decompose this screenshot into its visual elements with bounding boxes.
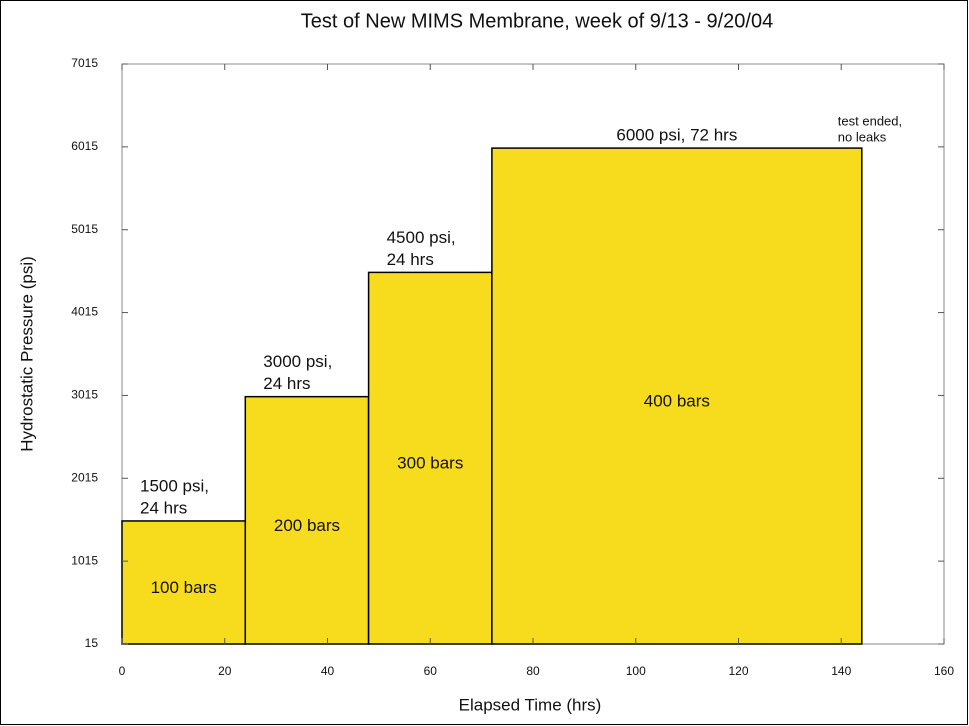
x-tick-label: 160: [934, 664, 954, 678]
bar-inner-label: 200 bars: [274, 516, 340, 535]
bar-inner-label: 400 bars: [644, 392, 710, 411]
y-tick-label: 5015: [71, 222, 98, 236]
bar: [491, 147, 863, 645]
y-axis-label: Hydrostatic Pressure (psi): [17, 256, 36, 452]
y-tick-label: 3015: [71, 388, 98, 402]
x-tick-label: 80: [526, 664, 540, 678]
x-axis-label: Elapsed Time (hrs): [459, 695, 602, 714]
x-tick-label: 60: [424, 664, 438, 678]
x-tick-label: 120: [728, 664, 748, 678]
y-tick-label: 7015: [71, 56, 98, 70]
y-tick-label: 6015: [71, 139, 98, 153]
y-tick-label: 4015: [71, 305, 98, 319]
annotation: no leaks: [838, 129, 887, 144]
bar-top-label: 24 hrs: [263, 374, 310, 393]
bar-inner-label: 100 bars: [151, 578, 217, 597]
chart-title: Test of New MIMS Membrane, week of 9/13 …: [301, 10, 773, 32]
x-tick-label: 100: [626, 664, 646, 678]
x-tick-label: 0: [119, 664, 126, 678]
bar: [121, 520, 247, 645]
annotation: test ended,: [838, 113, 902, 128]
x-tick-label: 40: [321, 664, 335, 678]
y-tick-label: 1015: [71, 553, 98, 567]
bar-inner-label: 300 bars: [397, 454, 463, 473]
bar-top-label: 1500 psi,: [140, 476, 209, 495]
bar-top-label: 24 hrs: [140, 498, 187, 517]
x-tick-label: 140: [831, 664, 851, 678]
bar-top-label: 4500 psi,: [387, 228, 456, 247]
bar-top-label: 24 hrs: [387, 250, 434, 269]
bar-top-label: 3000 psi,: [263, 352, 332, 371]
bar-top-label: 6000 psi, 72 hrs: [616, 126, 737, 145]
x-tick-label: 20: [218, 664, 232, 678]
y-tick-label: 15: [85, 636, 99, 650]
y-tick-label: 2015: [71, 470, 98, 484]
bar: [367, 271, 493, 645]
